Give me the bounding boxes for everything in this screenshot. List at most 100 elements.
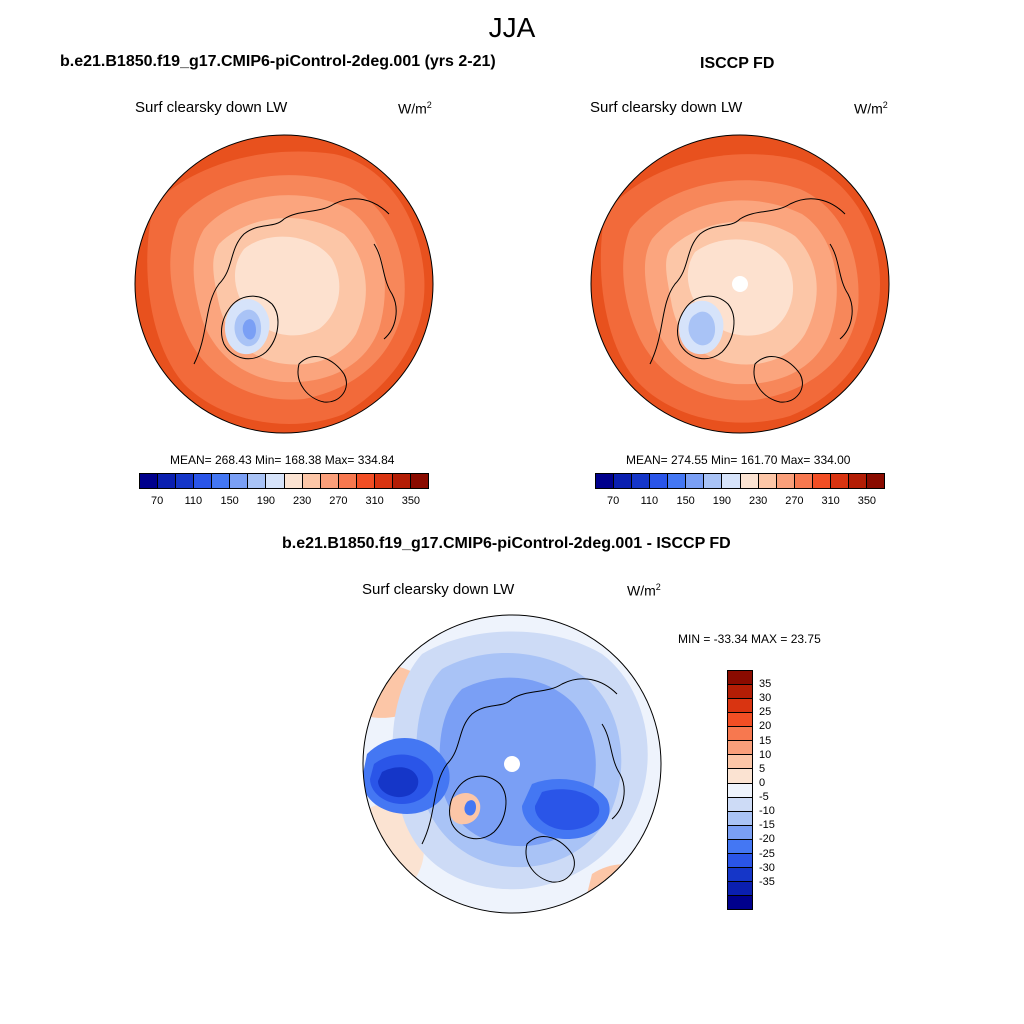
- diff-colorbar-labels: 35 30 25 20 15 10 5 0 -5 -10 -15 -20 -25 -30 -35: [759, 670, 799, 910]
- diff-coastline: [525, 836, 575, 883]
- model-colorbar: [139, 473, 429, 489]
- diff-stats: MIN = -33.34 MAX = 23.75: [678, 632, 821, 646]
- obs-colorbar-swatch: [812, 474, 831, 488]
- model-colorbar-tick-label: 350: [401, 495, 421, 507]
- obs-polar-map: [590, 134, 890, 434]
- obs-colorbar-tick-label: 350: [857, 495, 877, 507]
- diff-colorbar-swatch: [728, 699, 752, 714]
- model-colorbar-swatch: [320, 474, 339, 488]
- model-colorbar-swatch: [338, 474, 357, 488]
- diff-colorbar-swatch: [728, 741, 752, 756]
- diff-colorbar-swatch: [728, 685, 752, 700]
- diff-colorbar-swatch: [728, 839, 752, 854]
- diff-field-contours: [363, 615, 661, 913]
- obs-colorbar-tick-label: 310: [821, 495, 840, 507]
- model-colorbar-swatch: [158, 474, 177, 488]
- model-colorbar-swatch: [356, 474, 375, 488]
- diff-colorbar-tick-label: 15: [759, 734, 772, 747]
- model-polar-map: [134, 134, 434, 434]
- diff-colorbar-tick-label: -35: [759, 875, 775, 888]
- diff-colorbar-tick-label: -25: [759, 847, 775, 860]
- diff-colorbar-tick-label: -20: [759, 833, 775, 846]
- diff-colorbar-tick-label: -10: [759, 805, 775, 818]
- diff-colorbar-tick-label: 35: [759, 678, 772, 691]
- diff-contour-fill: [464, 800, 476, 816]
- model-coastline: [193, 198, 390, 365]
- model-colorbar-swatch: [410, 474, 428, 488]
- model-field-contours: [135, 135, 433, 433]
- obs-colorbar-tick-label: 150: [676, 495, 695, 507]
- obs-colorbar-swatch: [596, 474, 615, 488]
- model-colorbar-tick-label: 110: [184, 495, 203, 507]
- obs-colorbar-tick-label: 190: [712, 495, 732, 507]
- model-contour-fill: [242, 319, 256, 340]
- obs-colorbar-swatch: [776, 474, 795, 488]
- model-colorbar-swatch: [248, 474, 267, 488]
- model-colorbar-swatch: [392, 474, 411, 488]
- model-colorbar-swatch: [284, 474, 303, 488]
- diff-coastline: [601, 723, 625, 820]
- diff-polar-map: [362, 614, 662, 914]
- model-colorbar-swatch: [374, 474, 393, 488]
- diff-coastline: [421, 678, 618, 845]
- model-colorbar-swatch: [230, 474, 249, 488]
- obs-coastline: [677, 295, 735, 360]
- obs-colorbar-swatch: [704, 474, 723, 488]
- model-units-label: W/m2: [398, 100, 432, 117]
- diff-colorbar-tick-label: 20: [759, 720, 772, 733]
- diff-colorbar-swatch: [728, 769, 752, 784]
- obs-panel-title: ISCCP FD: [700, 55, 775, 72]
- diff-colorbar-tick-label: 30: [759, 692, 772, 705]
- diff-colorbar-tick-label: 25: [759, 706, 772, 719]
- obs-field-contours: [591, 135, 889, 433]
- model-colorbar-tick-label: 190: [256, 495, 276, 507]
- model-colorbar-swatch: [266, 474, 285, 488]
- diff-colorbar-tick-label: 10: [759, 748, 772, 761]
- model-coastline: [297, 356, 347, 403]
- obs-colorbar-swatch: [668, 474, 687, 488]
- obs-colorbar-swatch: [614, 474, 633, 488]
- model-colorbar-tick-label: 150: [220, 495, 239, 507]
- obs-map-border: [590, 134, 890, 434]
- diff-colorbar-swatch: [728, 797, 752, 812]
- diff-colorbar-tick-label: -15: [759, 819, 775, 832]
- model-colorbar-tick-label: 310: [365, 495, 384, 507]
- diff-contour-fill: [534, 789, 600, 830]
- diff-missing-pole: [504, 756, 520, 772]
- model-units-exponent: 2: [426, 100, 432, 110]
- diff-units-exponent: 2: [655, 582, 661, 592]
- diff-colorbar-swatch: [728, 811, 752, 826]
- obs-colorbar-tick-label: 270: [785, 495, 804, 507]
- diff-colorbar-swatch: [728, 713, 752, 728]
- diff-units-base: W/m: [627, 582, 656, 599]
- model-panel-title: b.e21.B1850.f19_g17.CMIP6-piControl-2deg…: [60, 53, 496, 70]
- model-colorbar-swatch: [140, 474, 159, 488]
- obs-contour-fill: [688, 311, 716, 346]
- diff-variable-label: Surf clearsky down LW: [362, 581, 515, 598]
- obs-colorbar-swatch: [686, 474, 705, 488]
- obs-colorbar-swatch: [740, 474, 759, 488]
- diff-contour-fill: [378, 767, 419, 798]
- obs-colorbar-swatch: [794, 474, 813, 488]
- obs-coastline: [649, 198, 846, 365]
- obs-colorbar: [595, 473, 885, 489]
- obs-colorbar-tick-label: 70: [607, 495, 620, 507]
- model-colorbar-tick-label: 230: [292, 495, 312, 507]
- model-map-border: [134, 134, 434, 434]
- diff-colorbar-swatch: [728, 671, 752, 686]
- obs-coastline: [829, 243, 853, 340]
- diff-colorbar-tick-label: 0: [759, 776, 766, 789]
- obs-colorbar-swatch: [722, 474, 741, 488]
- model-colorbar-swatch: [176, 474, 195, 488]
- model-coastline: [221, 295, 279, 360]
- obs-colorbar-labels: 70 110 150 190 230 270 310 350: [595, 495, 885, 509]
- diff-colorbar-swatch: [728, 881, 752, 896]
- diff-colorbar-swatch: [728, 783, 752, 798]
- obs-missing-pole: [732, 276, 748, 292]
- model-stats: MEAN= 268.43 Min= 168.38 Max= 334.84: [170, 453, 395, 467]
- obs-units-label: W/m2: [854, 100, 888, 117]
- diff-colorbar: [727, 670, 753, 910]
- diff-colorbar-swatch: [728, 727, 752, 742]
- obs-units-base: W/m: [854, 100, 883, 117]
- diff-colorbar-swatch: [728, 896, 752, 910]
